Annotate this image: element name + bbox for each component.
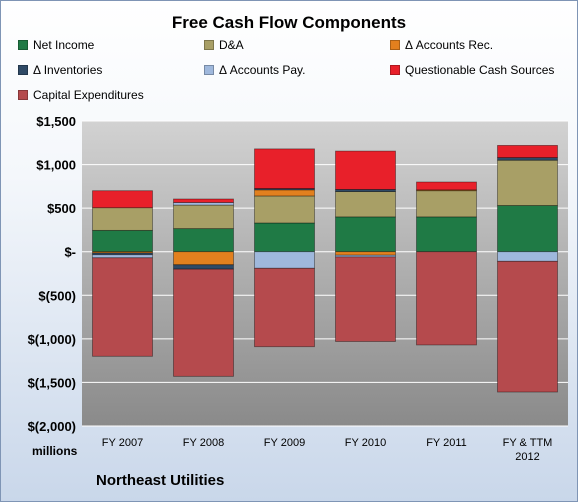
bar-segment <box>173 228 234 253</box>
bar-segment <box>497 159 558 206</box>
bar-segment <box>92 207 153 231</box>
legend-label: Δ Accounts Pay. <box>219 63 306 77</box>
bar-segment <box>335 150 396 190</box>
bar-segment <box>335 189 396 192</box>
bar-segment <box>254 188 315 191</box>
legend-item: Questionable Cash Sources <box>390 63 554 77</box>
bar-segment <box>92 254 153 259</box>
bar-segment <box>254 189 315 197</box>
legend-label: Δ Accounts Rec. <box>405 38 494 52</box>
legend-item: Δ Accounts Rec. <box>390 38 493 52</box>
legend-swatch <box>18 40 28 50</box>
x-tick-label: FY & TTM 2012 <box>503 437 553 463</box>
y-tick-label: $- <box>64 245 76 260</box>
bar-segment <box>335 251 396 256</box>
chart-title: Free Cash Flow Components <box>171 13 407 32</box>
bar-segment <box>92 229 153 253</box>
legend-item: Δ Inventories <box>18 63 102 77</box>
x-tick-label: FY 2011 <box>426 437 467 449</box>
bar-segment <box>416 190 477 218</box>
plot-background <box>82 121 568 426</box>
bar-segment <box>416 216 477 253</box>
x-tick-label: FY 2008 <box>183 437 224 449</box>
bar-segment <box>335 191 396 218</box>
bar-segment <box>497 251 558 262</box>
bar-segment <box>254 251 315 269</box>
legend-item: D&A <box>204 38 244 52</box>
legend-label: Questionable Cash Sources <box>405 63 555 77</box>
bar-segment <box>92 257 153 357</box>
legend-item: Δ Accounts Pay. <box>204 63 306 77</box>
legend-item: Net Income <box>18 38 94 52</box>
y-tick-label: $(1,000) <box>28 332 76 347</box>
y-tick-label: $(1,500) <box>28 375 76 390</box>
legend-swatch <box>204 40 214 50</box>
x-tick-label: FY 2007 <box>102 437 143 449</box>
bar-segment <box>173 268 234 377</box>
legend-label: Δ Inventories <box>33 63 103 77</box>
legend-swatch <box>390 40 400 50</box>
legend-label: Capital Expenditures <box>33 88 144 102</box>
bar-segment <box>335 256 396 342</box>
company-name: Northeast Utilities <box>96 472 225 489</box>
y-tick-label: $(2,000) <box>28 419 76 434</box>
bar-segment <box>416 251 477 346</box>
bar-segment <box>497 144 558 158</box>
legend-item: Capital Expenditures <box>18 88 144 102</box>
bar-segment <box>254 267 315 348</box>
legend-swatch <box>390 65 400 75</box>
bar-segment <box>497 260 558 393</box>
bar-segment <box>173 251 234 266</box>
bar-segment <box>92 190 153 209</box>
legend-label: Net Income <box>33 38 95 52</box>
y-tick-label: $(500) <box>38 288 76 303</box>
bar-segment <box>254 195 315 224</box>
legend-swatch <box>204 65 214 75</box>
x-tick-label: FY 2010 <box>345 437 386 449</box>
bar-segment <box>335 254 396 258</box>
y-tick-label: $500 <box>47 201 76 216</box>
y-axis-units: millions <box>32 444 78 458</box>
bar-segment <box>173 204 234 230</box>
bar-segment <box>173 264 234 270</box>
y-tick-label: $1,500 <box>36 114 76 129</box>
bar-segment <box>335 216 396 253</box>
legend-swatch <box>18 65 28 75</box>
bar-segment <box>497 157 558 161</box>
y-tick-label: $1,000 <box>36 158 76 173</box>
bar-segment <box>416 181 477 191</box>
bar-segment <box>173 198 234 203</box>
bar-segment <box>254 148 315 189</box>
legend-label: D&A <box>219 38 244 52</box>
legend-swatch <box>18 90 28 100</box>
bar-segment <box>254 222 315 253</box>
bar-segment <box>497 205 558 253</box>
x-tick-label: FY 2009 <box>264 437 305 449</box>
